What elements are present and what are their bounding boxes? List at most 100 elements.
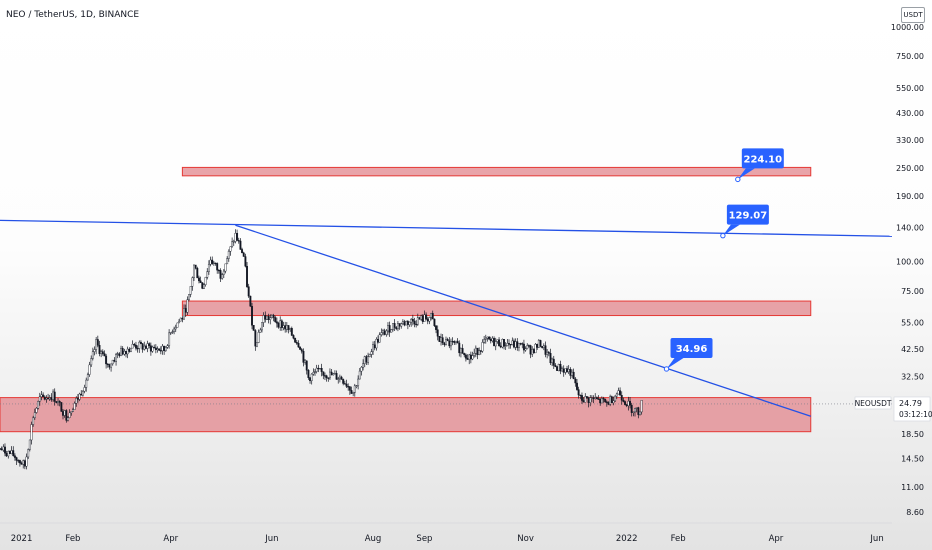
candle-body xyxy=(259,329,262,333)
candle-body xyxy=(272,315,275,318)
candle-body xyxy=(312,372,315,375)
candle-body xyxy=(335,373,338,380)
candle-body xyxy=(96,339,99,346)
y-tick-label: 190.00 xyxy=(896,192,924,201)
zone-3 xyxy=(0,397,812,433)
candle-body xyxy=(100,351,103,354)
candle-body xyxy=(358,370,361,380)
price-tag xyxy=(893,396,931,422)
candle-body xyxy=(325,375,328,379)
candle-body xyxy=(227,251,230,259)
candle-body xyxy=(632,411,635,413)
candle-body xyxy=(244,256,247,267)
candle-body xyxy=(105,355,108,365)
candle-body xyxy=(617,390,620,395)
candle-body xyxy=(483,339,486,343)
candle-body xyxy=(324,375,326,377)
candle-body xyxy=(115,354,118,362)
candle-body xyxy=(607,402,610,405)
candle-body xyxy=(219,270,222,279)
candle-body xyxy=(368,354,371,357)
x-tick-label: Nov xyxy=(517,534,534,544)
candle-body xyxy=(322,371,325,376)
x-tick-label: Apr xyxy=(163,534,178,544)
candle-body xyxy=(212,262,215,264)
candle-body xyxy=(83,387,86,392)
candle-body xyxy=(494,341,497,347)
candle-body xyxy=(466,358,469,360)
candle-body xyxy=(256,342,258,347)
candle-body xyxy=(426,318,429,322)
candle-body xyxy=(554,365,557,367)
candle-body xyxy=(143,345,146,350)
candle-body xyxy=(216,263,219,271)
candle-body xyxy=(241,249,244,254)
candle-body xyxy=(126,348,129,355)
candle-body xyxy=(592,397,595,399)
zone-2 xyxy=(181,300,812,317)
candle-body xyxy=(478,350,481,355)
candle-body xyxy=(169,332,172,334)
candle-body xyxy=(378,334,381,343)
candle-body xyxy=(300,349,303,352)
currency-button[interactable]: USDT xyxy=(901,7,925,23)
candle-body xyxy=(234,233,237,242)
candle-body xyxy=(566,368,568,373)
candle-body xyxy=(287,325,290,330)
candles xyxy=(0,229,643,470)
candle-body xyxy=(183,308,185,320)
candle-body xyxy=(546,351,549,355)
candle-body xyxy=(151,346,154,352)
candle-body xyxy=(582,400,585,403)
candle-body xyxy=(231,241,234,247)
candle-body xyxy=(48,397,51,400)
candle-body xyxy=(630,404,633,413)
candle-body xyxy=(395,327,398,330)
candle-body xyxy=(221,274,224,279)
symbol-header: NEO / TetherUS, 1D, BINANCE xyxy=(6,10,140,20)
candle-body xyxy=(204,277,207,285)
candle-body xyxy=(229,246,232,252)
candle-body xyxy=(239,240,242,250)
candle-body xyxy=(118,353,121,356)
candle-body xyxy=(484,337,487,340)
trendline-1 xyxy=(0,219,893,237)
candle-body xyxy=(181,317,184,320)
candle-body xyxy=(602,398,605,400)
candle-body xyxy=(549,353,552,364)
candle-body xyxy=(222,270,225,275)
candle-body xyxy=(589,397,592,403)
candle-body xyxy=(370,351,373,355)
price-label: 24.79 xyxy=(899,399,922,408)
candle-body xyxy=(161,345,164,351)
candle-body xyxy=(542,345,545,348)
candle-body xyxy=(274,317,277,322)
candle-body xyxy=(131,344,134,349)
candle-body xyxy=(420,315,423,320)
candle-body xyxy=(33,412,36,419)
candle-body xyxy=(295,341,298,344)
candle-body xyxy=(25,456,28,467)
y-tick-label: 250.00 xyxy=(896,164,924,173)
candle-body xyxy=(433,318,436,326)
candle-body xyxy=(541,346,544,348)
y-tick-label: 550.00 xyxy=(896,84,924,93)
candle-body xyxy=(527,345,530,347)
candle-body xyxy=(163,345,166,351)
candle-body xyxy=(68,412,71,418)
countdown-label: 03:12:10 xyxy=(899,410,932,419)
candle-body xyxy=(620,395,623,401)
candle-body xyxy=(81,390,84,396)
candle-body xyxy=(367,356,370,363)
candle-body xyxy=(261,322,263,331)
candle-body xyxy=(459,348,462,354)
candle-body xyxy=(289,328,292,330)
candle-body xyxy=(43,396,46,400)
candle-body xyxy=(348,386,351,391)
candle-body xyxy=(171,331,174,333)
candle-body xyxy=(572,371,575,380)
candle-body xyxy=(481,342,484,352)
candle-body xyxy=(637,407,640,415)
